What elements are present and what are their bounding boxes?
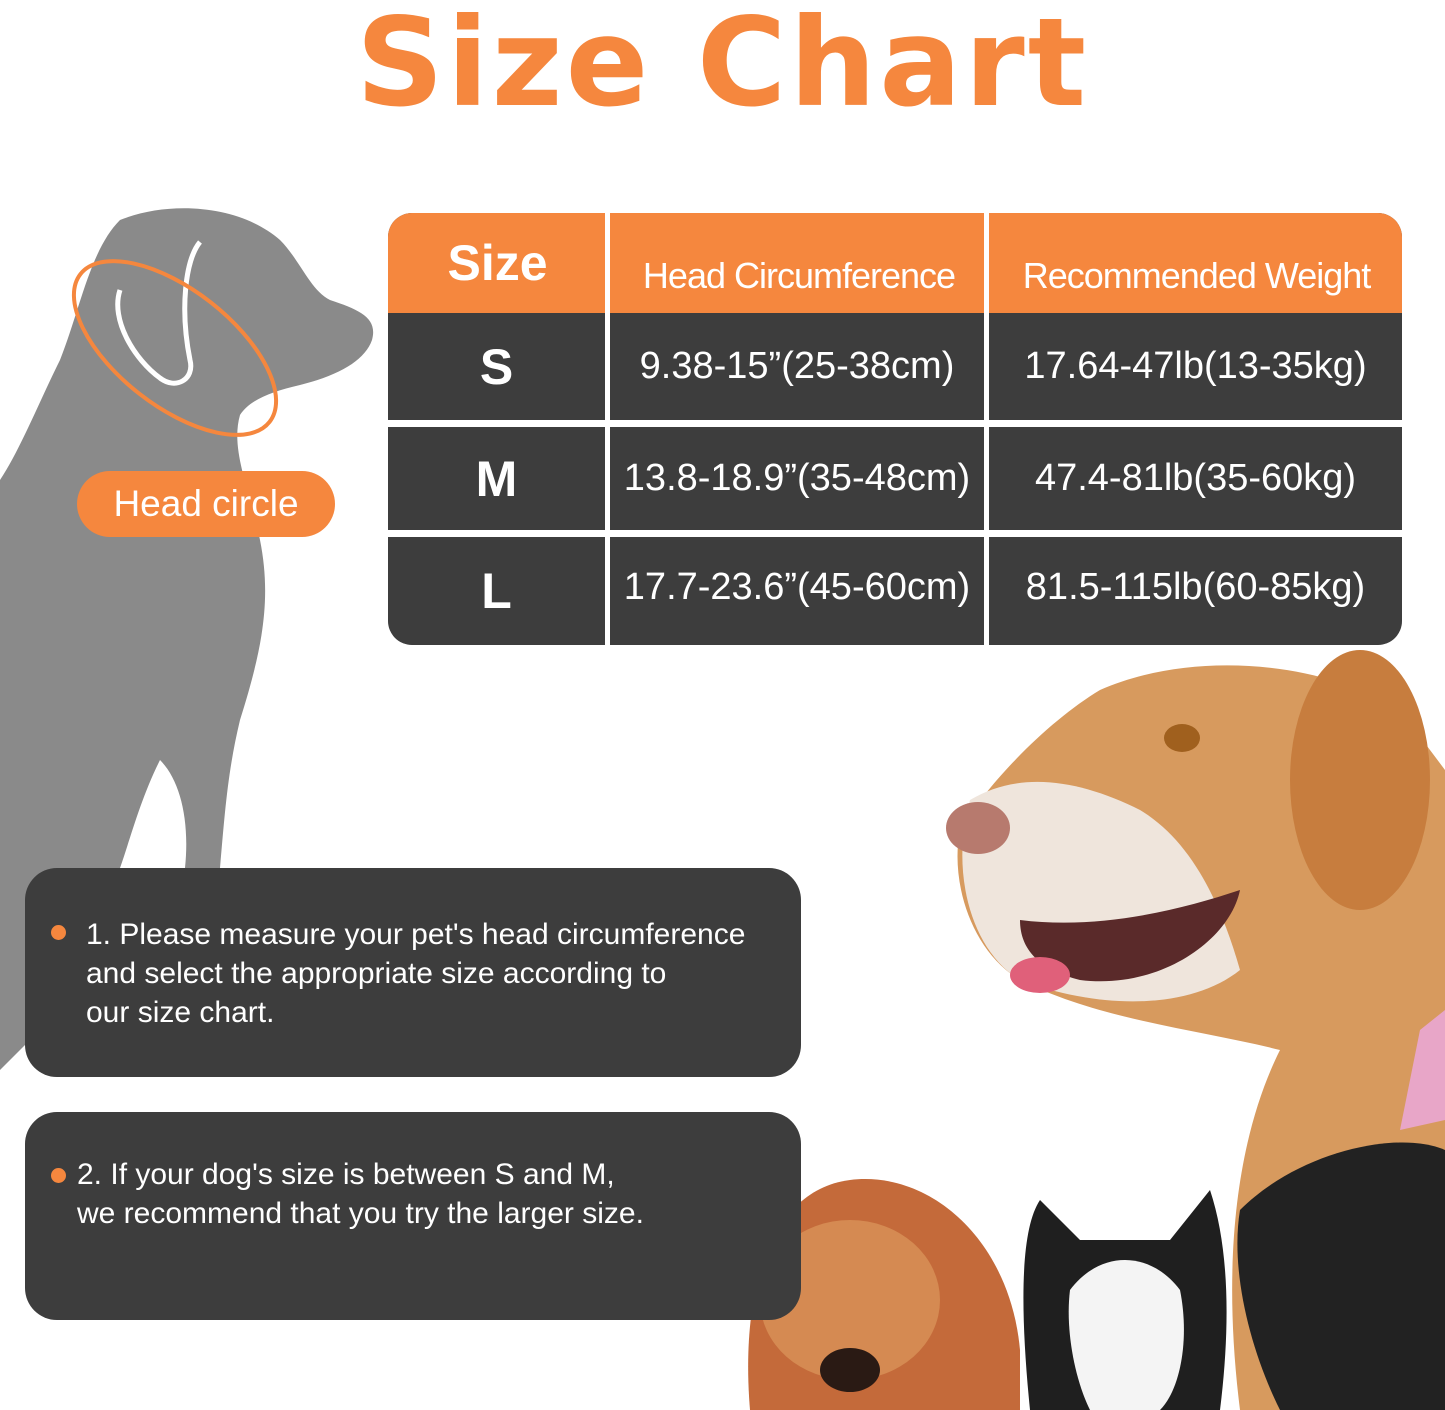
page-title: Size Chart bbox=[355, 0, 1090, 134]
column-divider bbox=[605, 213, 610, 645]
pets-photo bbox=[748, 650, 1445, 1410]
head-cell: 13.8-18.9”(35-48cm) bbox=[623, 457, 971, 499]
size-table: Size Head Circumference Recommended Weig… bbox=[388, 213, 1402, 645]
note-line: 2. If your dog's size is between S and M… bbox=[77, 1158, 615, 1191]
note-text: 2. If your dog's size is between S and M… bbox=[77, 1155, 644, 1233]
note-line: our size chart. bbox=[86, 996, 275, 1029]
size-cell: M bbox=[475, 450, 518, 507]
column-divider bbox=[984, 213, 989, 645]
size-cell: L bbox=[481, 563, 512, 619]
head-circle-label: Head circle bbox=[77, 471, 335, 537]
header-size: Size bbox=[447, 235, 548, 291]
weight-cell: 81.5-115lb(60-85kg) bbox=[1025, 565, 1366, 608]
row-divider bbox=[388, 530, 1402, 537]
head-cell: 9.38-15”(25-38cm) bbox=[639, 345, 955, 387]
head-cell: 17.7-23.6”(45-60cm) bbox=[623, 565, 971, 608]
dog-silhouette-icon bbox=[0, 208, 374, 1071]
size-cell: S bbox=[479, 338, 514, 395]
note-line: we recommend that you try the larger siz… bbox=[77, 1197, 644, 1230]
note-line: 1. Please measure your pet's head circum… bbox=[86, 918, 746, 951]
table-header bbox=[388, 213, 1402, 313]
row-divider bbox=[388, 420, 1402, 427]
note-line: and select the appropriate size accordin… bbox=[86, 957, 667, 990]
bullet-icon bbox=[51, 1168, 66, 1183]
header-recommended-weight: Recommended Weight bbox=[1022, 255, 1372, 296]
note-text: 1. Please measure your pet's head circum… bbox=[86, 915, 745, 1032]
bullet-icon bbox=[51, 925, 66, 940]
weight-cell: 17.64-47lb(13-35kg) bbox=[1024, 345, 1367, 387]
measurement-note: 1. Please measure your pet's head circum… bbox=[25, 868, 801, 1077]
size-recommendation-note: 2. If your dog's size is between S and M… bbox=[25, 1112, 801, 1320]
header-head-circumference: Head Circumference bbox=[642, 255, 956, 296]
weight-cell: 47.4-81lb(35-60kg) bbox=[1034, 457, 1357, 499]
